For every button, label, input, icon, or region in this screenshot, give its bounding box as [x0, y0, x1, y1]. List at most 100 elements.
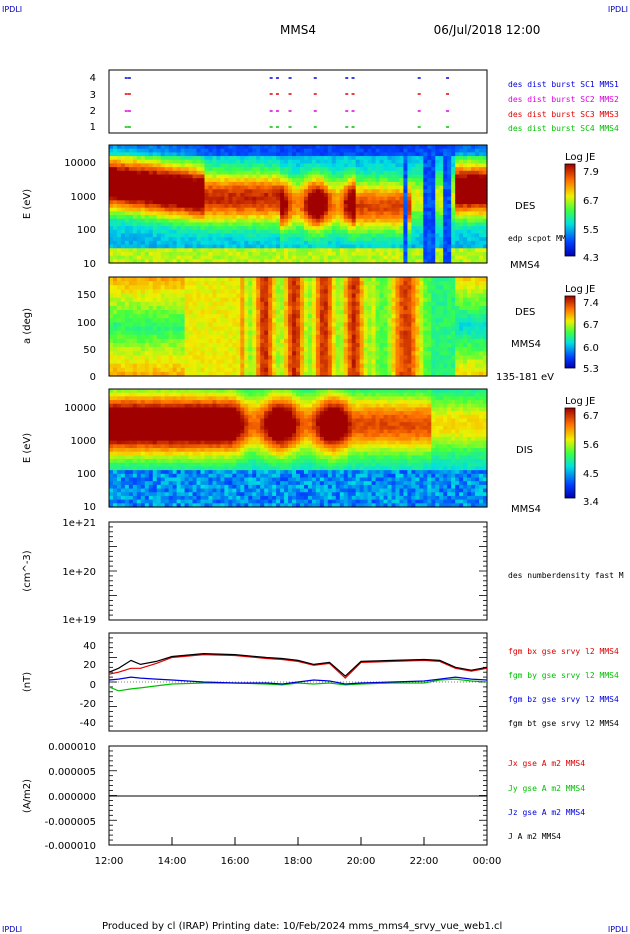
spectrogram-cell: [367, 285, 373, 290]
spectrogram-cell: [395, 145, 401, 150]
spectrogram-cell: [383, 285, 389, 290]
spectrogram-cell: [371, 152, 377, 157]
spectrogram-cell: [212, 163, 218, 168]
spectrogram-cell: [208, 259, 214, 264]
spectrogram-cell: [355, 178, 361, 183]
spectrogram-cell: [124, 240, 130, 246]
spectrogram-cell: [319, 211, 325, 216]
spectrogram-cell: [248, 259, 253, 264]
spectrogram-cell: [415, 293, 420, 299]
spectrogram-cell: [447, 237, 452, 242]
spectrogram-cell: [136, 318, 142, 323]
spectrogram-cell: [347, 293, 353, 299]
spectrogram-cell: [475, 259, 480, 264]
spectrogram-cell: [252, 322, 257, 328]
spectrogram-cell: [252, 359, 257, 365]
spectrogram-cell: [109, 222, 114, 227]
spectrogram-cell: [339, 289, 345, 295]
spectrogram-cell: [148, 226, 154, 231]
spectrogram-cell: [367, 167, 373, 172]
spectrogram-cell: [391, 189, 397, 194]
spectrogram-cell: [367, 289, 373, 295]
spectrogram-cell: [379, 233, 385, 238]
spectrogram-cell: [184, 196, 190, 201]
spectrogram-cell: [403, 255, 409, 260]
spectrogram-cell: [319, 363, 325, 369]
spectrogram-cell: [204, 355, 210, 361]
spectrogram-cell: [256, 196, 261, 201]
spectrogram-cell: [268, 248, 273, 253]
des-energy-label-des: DES: [515, 201, 535, 212]
spectrogram-cell: [248, 314, 253, 319]
spectrogram-cell: [208, 178, 214, 183]
spectrogram-cell: [204, 293, 210, 299]
spectrogram-cell: [164, 204, 170, 209]
spectrogram-cell: [359, 237, 365, 242]
spectrogram-cell: [419, 211, 424, 216]
spectrogram-cell: [236, 355, 241, 361]
spectrogram-cell: [184, 204, 190, 209]
spectrogram-cell: [136, 297, 142, 303]
spectrogram-cell: [315, 174, 321, 179]
spectrogram-cell: [299, 204, 305, 209]
spectrogram-cell: [268, 351, 273, 356]
spectrogram-cell: [315, 156, 321, 161]
spectrogram-cell: [212, 240, 218, 246]
spectrogram-cell: [371, 367, 377, 373]
spectrogram-cell: [112, 159, 118, 165]
spectrogram-cell: [319, 343, 325, 348]
spectrogram-cell: [256, 318, 261, 323]
spectrogram-cell: [228, 156, 233, 161]
spectrogram-cell: [264, 322, 269, 328]
spectrogram-cell: [335, 314, 341, 319]
spectrogram-cell: [272, 148, 277, 153]
spectrogram-cell: [109, 251, 114, 257]
spectrogram-cell: [192, 330, 198, 336]
spectrogram-cell: [192, 159, 198, 165]
spectrogram-cell: [196, 200, 202, 205]
spectrogram-cell: [224, 152, 229, 157]
spectrogram-cell: [120, 293, 126, 299]
spectrogram-cell: [124, 200, 130, 205]
spectrogram-cell: [240, 367, 245, 373]
spectrogram-cell: [192, 305, 198, 311]
spectrogram-cell: [435, 240, 440, 246]
spectrogram-cell: [276, 211, 281, 216]
spectrogram-cell: [260, 322, 265, 328]
spectrogram-cell: [112, 259, 118, 264]
spectrogram-cell: [419, 301, 424, 307]
spectrogram-cell: [343, 355, 349, 361]
spectrogram-cell: [180, 218, 186, 224]
spectrogram-cell: [188, 322, 194, 328]
spectrogram-cell: [156, 240, 162, 246]
spectrogram-cell: [296, 218, 301, 224]
panel-burst-frame: [108, 69, 488, 134]
spectrogram-cell: [284, 204, 289, 209]
spectrogram-cell: [371, 185, 377, 190]
spectrogram-cell: [188, 363, 194, 369]
spectrogram-cell: [383, 178, 389, 183]
spectrogram-cell: [124, 347, 130, 352]
spectrogram-cell: [116, 293, 122, 299]
spectrogram-cell: [299, 222, 305, 227]
spectrogram-cell: [379, 178, 385, 183]
spectrogram-cell: [172, 363, 178, 369]
spectrogram-cell: [176, 181, 182, 187]
spectrogram-cell: [284, 233, 289, 238]
spectrogram-cell: [339, 207, 345, 212]
spectrogram-cell: [192, 285, 198, 290]
spectrogram-cell: [411, 244, 416, 249]
spectrogram-cell: [379, 145, 385, 150]
spectrogram-cell: [152, 297, 158, 303]
spectrogram-cell: [252, 371, 257, 377]
spectrogram-cell: [200, 301, 206, 307]
spectrogram-cell: [228, 200, 233, 205]
spectrogram-cell: [415, 178, 420, 183]
spectrogram-cell: [272, 347, 277, 352]
spectrogram-cell: [276, 343, 281, 348]
burst-ytick-3: 3: [90, 90, 96, 101]
spectrogram-cell: [387, 237, 393, 242]
spectrogram-cell: [427, 222, 432, 227]
spectrogram-cell: [307, 159, 313, 165]
spectrogram-cell: [331, 167, 337, 172]
